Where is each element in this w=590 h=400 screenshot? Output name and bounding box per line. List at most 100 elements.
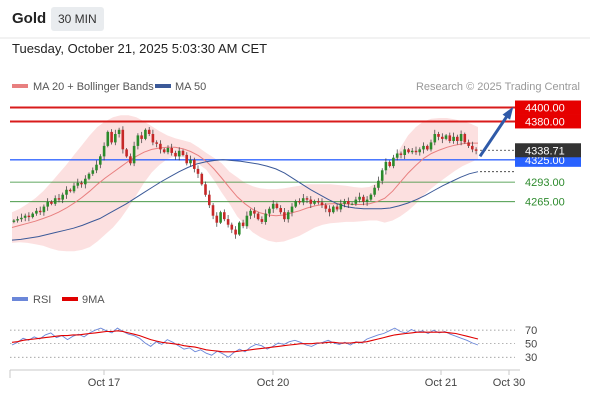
instrument-title: Gold: [12, 10, 47, 27]
ma50-legend-label: MA 50: [175, 81, 206, 93]
candle-29: [121, 129, 125, 150]
candle-110: [426, 145, 429, 150]
candle-84: [328, 208, 331, 213]
candle-109: [422, 145, 425, 150]
candle-68: [268, 208, 271, 214]
candle-67: [264, 213, 267, 222]
candle-8: [42, 206, 46, 213]
candle-2: [20, 217, 23, 220]
candle-108: [418, 149, 421, 153]
rsi-ma-legend-swatch: [62, 297, 78, 301]
bollinger-band: [12, 115, 478, 252]
candle-121: [467, 142, 470, 146]
rsi-line: [11, 327, 479, 358]
candle-38: [155, 142, 158, 144]
candle-39: [159, 143, 162, 150]
candle-107: [414, 150, 418, 153]
candle-42: [170, 148, 173, 153]
candle-83: [324, 205, 328, 209]
candle-12: [57, 198, 61, 200]
candle-20: [87, 173, 91, 179]
candle-102: [395, 153, 399, 158]
candle-117: [452, 136, 455, 141]
candle-97: [377, 180, 380, 188]
candle-50: [200, 173, 204, 185]
candle-28: [117, 129, 121, 134]
copyright-watermark: Research © 2025 Trading Central: [416, 81, 580, 93]
candle-100: [388, 161, 391, 167]
candle-91: [354, 199, 358, 204]
level-lines-layer: [10, 106, 515, 203]
timeframe-badge[interactable]: 30 MIN: [51, 7, 104, 31]
candle-51: [204, 184, 207, 195]
candle-120: [463, 134, 467, 143]
candle-11: [53, 198, 57, 204]
ma50-line: [11, 159, 479, 241]
ma20-legend-label: MA 20 + Bollinger Bands: [33, 81, 154, 93]
rsi-tick-label-70: 70: [525, 325, 537, 337]
moving-average-layer: [11, 142, 479, 241]
candle-112: [433, 134, 437, 143]
candle-86: [335, 206, 339, 210]
bollinger-band-layer: [12, 115, 478, 252]
candle-76: [298, 201, 301, 203]
candle-73: [286, 212, 290, 220]
candle-69: [271, 203, 275, 209]
candle-32: [132, 145, 136, 164]
target-arrow: [478, 110, 512, 158]
candle-19: [84, 178, 87, 185]
rsi-legend-swatch: [12, 297, 28, 301]
candle-75: [294, 201, 297, 207]
candle-105: [407, 149, 410, 153]
candle-81: [317, 201, 320, 203]
candle-106: [410, 150, 414, 153]
level-label-3: 4293.00: [525, 177, 565, 189]
candle-37: [151, 134, 155, 143]
price-labels-layer: 4400.00 4380.00 4325.00 4293.00 4265.00 4338.…: [515, 100, 581, 209]
candle-35: [144, 129, 147, 139]
candle-0: [12, 220, 16, 222]
candle-16: [72, 185, 76, 192]
candle-33: [136, 135, 140, 146]
rsi-ma-legend-label: 9MA: [82, 294, 105, 306]
candle-90: [350, 203, 354, 205]
candle-88: [343, 201, 346, 204]
candle-63: [249, 210, 252, 216]
level-label-0: 4400.00: [525, 102, 565, 114]
candle-98: [380, 170, 384, 181]
rsi-tick-label-50: 50: [525, 339, 537, 351]
candle-61: [241, 222, 245, 227]
candle-103: [399, 153, 403, 155]
candle-45: [181, 150, 185, 155]
candle-79: [309, 199, 313, 204]
candle-10: [50, 201, 53, 204]
candle-119: [459, 134, 463, 141]
candle-18: [80, 182, 83, 185]
candle-113: [437, 134, 440, 137]
candlestick-layer: [12, 126, 478, 239]
candle-15: [68, 189, 72, 192]
candle-114: [441, 136, 444, 139]
candle-48: [193, 159, 196, 169]
rsi-ma-line: [11, 330, 479, 353]
x-tick-label-0: Oct 17: [88, 377, 120, 389]
candle-57: [226, 219, 230, 225]
candle-46: [185, 154, 188, 164]
candle-94: [365, 199, 369, 202]
level-label-bg-0: [515, 100, 581, 115]
candle-30: [125, 149, 128, 157]
candle-72: [283, 212, 286, 220]
candle-93: [362, 196, 365, 202]
candle-66: [260, 219, 264, 222]
target-arrow-head: [502, 106, 514, 120]
candle-4: [27, 215, 31, 218]
ma20-legend-swatch: [12, 84, 28, 88]
ma50-legend-swatch: [155, 84, 171, 88]
candle-53: [211, 205, 215, 216]
candle-36: [147, 129, 151, 134]
x-tick-label-2: Oct 21: [425, 377, 457, 389]
candle-23: [99, 156, 102, 165]
candle-25: [106, 131, 110, 146]
